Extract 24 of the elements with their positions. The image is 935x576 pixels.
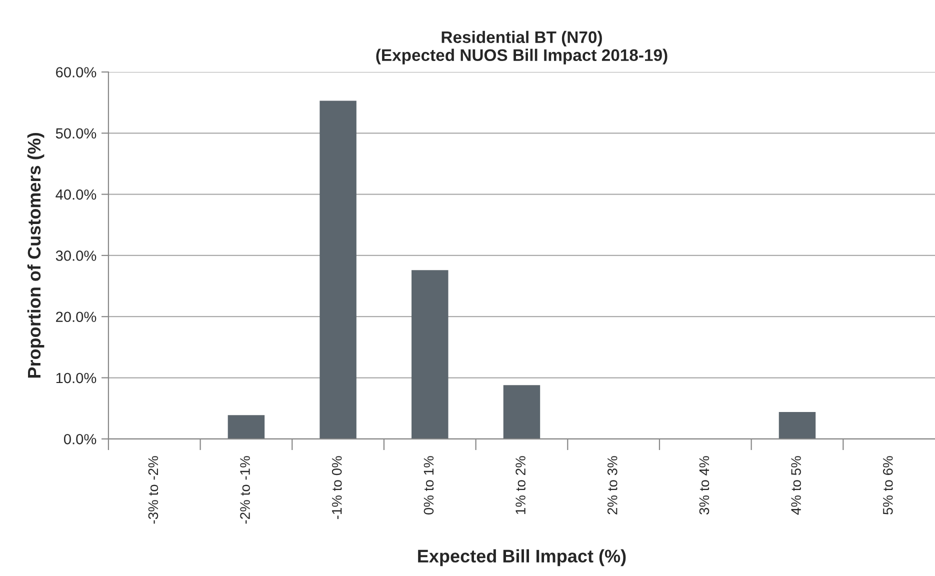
y-axis-title: Proportion of Customers (%): [27, 132, 44, 378]
bar: [503, 385, 540, 439]
bar: [412, 270, 448, 439]
bar: [778, 412, 816, 439]
chart-title: Residential BT (N70) (Expected NUOS Bill Impact 2018-19): [376, 30, 668, 64]
x-tick-label: 0% to 1%: [424, 456, 434, 514]
x-tick-label: -2% to -1%: [240, 456, 250, 524]
x-tick-label: 3% to 4%: [699, 456, 710, 514]
y-tick-label: 50.0%: [56, 128, 96, 139]
bar: [228, 415, 265, 439]
x-tick-label: 4% to 5%: [791, 456, 801, 515]
x-tick-label: 1% to 2%: [516, 456, 526, 514]
y-tick-label: 30.0%: [56, 250, 96, 261]
x-tick-label: -3% to -2%: [148, 456, 158, 524]
x-axis-title: Expected Bill Impact (%): [418, 549, 626, 566]
y-tick-label: 10.0%: [56, 372, 96, 384]
y-tick-label: 0.0%: [64, 434, 96, 444]
y-tick-label: 60.0%: [56, 67, 96, 78]
y-tick-label: 20.0%: [56, 312, 96, 322]
x-tick-label: 2% to 3%: [607, 456, 618, 514]
x-tick-label: 5% to 6%: [882, 456, 893, 514]
x-tick-label: -1% to 0%: [332, 456, 342, 520]
bar: [320, 100, 356, 439]
y-tick-label: 40.0%: [56, 189, 96, 200]
